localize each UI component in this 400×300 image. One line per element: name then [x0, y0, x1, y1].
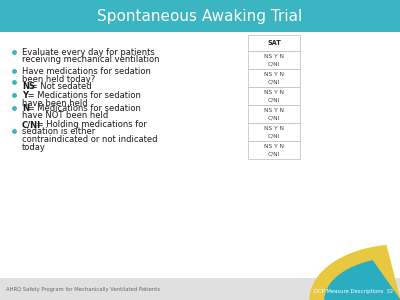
Text: SAT: SAT	[267, 40, 281, 46]
FancyBboxPatch shape	[248, 123, 300, 141]
Text: C/NI: C/NI	[268, 116, 280, 121]
Text: NS Y N: NS Y N	[264, 72, 284, 77]
Polygon shape	[310, 246, 400, 300]
Text: Have medications for sedation: Have medications for sedation	[22, 67, 151, 76]
Text: NS Y N: NS Y N	[264, 144, 284, 149]
FancyBboxPatch shape	[248, 35, 300, 51]
Text: NS Y N: NS Y N	[264, 90, 284, 95]
FancyBboxPatch shape	[248, 69, 300, 87]
Text: C/NI: C/NI	[268, 98, 280, 103]
Text: sedation is either: sedation is either	[22, 128, 95, 136]
Text: contraindicated or not indicated: contraindicated or not indicated	[22, 135, 158, 144]
Text: = Not sedated: = Not sedated	[28, 82, 92, 91]
Text: NS Y N: NS Y N	[264, 54, 284, 59]
Text: Evaluate every day for patients: Evaluate every day for patients	[22, 48, 155, 57]
FancyBboxPatch shape	[0, 0, 400, 32]
Text: NS Y N: NS Y N	[264, 126, 284, 131]
Text: C/NI: C/NI	[268, 152, 280, 157]
Text: have been held: have been held	[22, 98, 88, 107]
Polygon shape	[325, 261, 400, 300]
FancyBboxPatch shape	[248, 141, 300, 159]
FancyBboxPatch shape	[0, 32, 400, 278]
Text: receiving mechanical ventilation: receiving mechanical ventilation	[22, 56, 160, 64]
Text: have NOT been held: have NOT been held	[22, 112, 108, 121]
Text: NS Y N: NS Y N	[264, 108, 284, 113]
Text: = Holding medications for: = Holding medications for	[34, 120, 147, 129]
Text: DCP Measure Descriptions  32: DCP Measure Descriptions 32	[314, 290, 393, 295]
Text: C/NI: C/NI	[22, 120, 41, 129]
Text: C/NI: C/NI	[268, 80, 280, 85]
FancyBboxPatch shape	[0, 278, 400, 300]
Text: = Medications for sedation: = Medications for sedation	[25, 104, 141, 113]
FancyBboxPatch shape	[248, 51, 300, 69]
Text: Spontaneous Awaking Trial: Spontaneous Awaking Trial	[97, 8, 303, 23]
FancyBboxPatch shape	[248, 87, 300, 105]
Text: Y: Y	[22, 91, 28, 100]
Text: C/NI: C/NI	[268, 61, 280, 67]
Text: AHRQ Safety Program for Mechanically Ventilated Patients: AHRQ Safety Program for Mechanically Ven…	[6, 286, 160, 292]
Text: = Medications for sedation: = Medications for sedation	[25, 91, 141, 100]
Text: been held today?: been held today?	[22, 74, 95, 83]
Text: N: N	[22, 104, 29, 113]
FancyBboxPatch shape	[248, 105, 300, 123]
Text: C/NI: C/NI	[268, 134, 280, 139]
Text: today: today	[22, 142, 46, 152]
Text: NS: NS	[22, 82, 35, 91]
